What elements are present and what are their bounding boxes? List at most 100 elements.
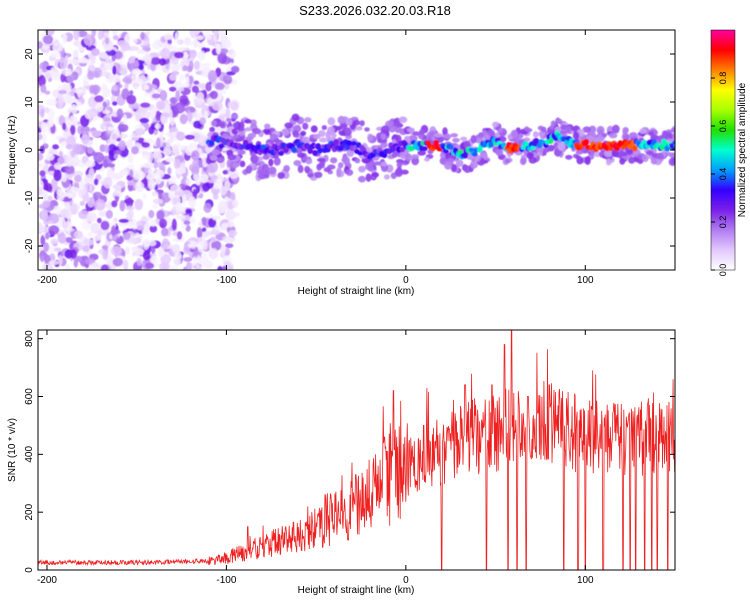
- ridge-halo-blob: [245, 165, 253, 174]
- noise-blob: [213, 30, 219, 43]
- ridge-halo-blob: [565, 154, 573, 160]
- ridge-core-blob: [530, 145, 536, 151]
- noise-blob: [219, 48, 229, 55]
- bottom-y-axis-label: SNR (10 * v/v): [7, 418, 18, 482]
- ridge-halo-blob: [336, 169, 342, 178]
- noise-blob: [208, 217, 217, 228]
- noise-blob: [97, 30, 104, 40]
- noise-blob: [79, 200, 85, 206]
- ridge-halo-blob: [619, 157, 626, 165]
- noise-blob: [152, 204, 159, 209]
- noise-blob: [59, 208, 70, 219]
- ridge-halo-blob: [524, 126, 530, 132]
- noise-blob: [62, 122, 67, 131]
- noise-blob: [57, 84, 63, 91]
- noise-blob: [196, 41, 205, 49]
- noise-blob: [61, 172, 68, 183]
- noise-blob: [122, 167, 129, 175]
- noise-blob: [64, 263, 71, 270]
- ridge-halo-blob: [450, 133, 458, 138]
- noise-blob: [93, 152, 105, 163]
- noise-blob: [119, 200, 126, 212]
- noise-blob: [170, 70, 180, 76]
- noise-blob: [118, 140, 126, 151]
- top-y-tick-label: 20: [24, 48, 35, 60]
- ridge-halo-blob: [216, 157, 225, 162]
- noise-blob: [156, 209, 165, 220]
- noise-blob: [38, 133, 43, 141]
- noise-blob: [39, 170, 46, 177]
- noise-blob: [150, 57, 161, 66]
- noise-blob: [179, 73, 185, 82]
- ridge-halo-blob: [650, 134, 660, 140]
- ridge-halo-blob: [269, 133, 279, 141]
- noise-blob: [43, 215, 50, 226]
- noise-blob: [112, 184, 119, 190]
- noise-blob: [151, 93, 161, 99]
- ridge-halo-blob: [475, 134, 484, 140]
- noise-blob: [45, 232, 50, 240]
- noise-blob: [87, 231, 94, 238]
- ridge-halo-blob: [510, 129, 519, 139]
- top-x-tick-label: -100: [216, 275, 236, 286]
- noise-blob: [225, 243, 234, 249]
- noise-blob: [103, 159, 108, 169]
- noise-blob: [47, 115, 54, 127]
- noise-blob: [112, 35, 119, 41]
- ridge-halo-blob: [380, 161, 388, 167]
- noise-blob: [69, 249, 78, 259]
- noise-blob: [88, 167, 95, 180]
- noise-blob: [141, 142, 150, 148]
- noise-blob: [209, 236, 217, 243]
- ridge-halo-blob: [380, 125, 390, 134]
- noise-blob: [90, 66, 96, 72]
- noise-blob: [150, 105, 157, 118]
- noise-blob: [131, 136, 139, 142]
- ridge-halo-blob: [483, 134, 490, 140]
- noise-blob: [156, 137, 161, 149]
- noise-blob: [116, 108, 124, 120]
- noise-blob: [140, 215, 151, 222]
- ridge-halo-blob: [291, 130, 299, 136]
- ridge-core-blob: [548, 138, 554, 145]
- ridge-halo-blob: [346, 149, 355, 157]
- noise-blob: [175, 215, 186, 220]
- noise-blob: [48, 260, 59, 266]
- ridge-halo-blob: [291, 113, 300, 122]
- noise-blob: [70, 124, 76, 136]
- noise-blob: [40, 234, 46, 247]
- noise-blob: [111, 245, 122, 257]
- noise-blob: [189, 30, 198, 39]
- ridge-halo-blob: [380, 141, 388, 149]
- noise-blob: [201, 62, 211, 68]
- bottom-y-tick-label: 0: [24, 567, 35, 573]
- ridge-core-blob: [433, 139, 439, 146]
- ridge-halo-blob: [231, 162, 240, 168]
- noise-blob: [221, 38, 232, 50]
- snr-series: [38, 330, 675, 570]
- noise-blob: [111, 200, 118, 208]
- noise-blob: [90, 222, 100, 234]
- ridge-halo-blob: [318, 137, 328, 143]
- noise-blob: [70, 104, 78, 111]
- noise-blob: [58, 150, 63, 158]
- noise-blob: [102, 109, 111, 115]
- ridge-halo-blob: [284, 122, 293, 129]
- noise-blob: [89, 183, 94, 195]
- noise-blob: [91, 130, 102, 138]
- spectral-amplitude-field: [38, 30, 675, 270]
- noise-blob: [83, 238, 94, 246]
- noise-blob: [68, 58, 79, 66]
- ridge-halo-blob: [238, 149, 246, 155]
- noise-blob: [169, 131, 177, 139]
- noise-blob: [62, 33, 68, 44]
- noise-blob: [112, 257, 124, 267]
- ridge-halo-blob: [383, 174, 391, 180]
- bottom-x-tick-label: -100: [216, 575, 236, 586]
- noise-blob: [177, 145, 187, 150]
- ridge-core-blob: [670, 145, 675, 151]
- noise-blob: [131, 68, 143, 75]
- noise-blob: [131, 146, 139, 155]
- ridge-halo-blob: [364, 127, 370, 132]
